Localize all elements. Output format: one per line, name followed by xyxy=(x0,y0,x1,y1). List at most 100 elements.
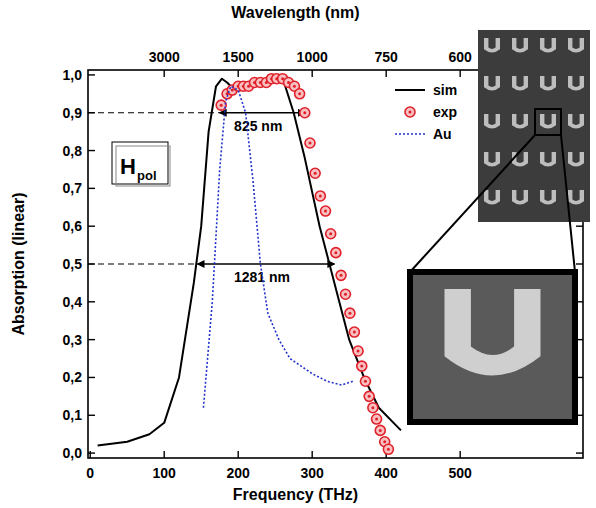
sem-particle xyxy=(540,152,556,166)
point-ring xyxy=(357,361,367,371)
exp-point xyxy=(360,376,370,386)
point-ring xyxy=(300,108,310,118)
y-tick xyxy=(88,188,95,189)
y-tick-label: 0,9 xyxy=(63,105,83,121)
y-tick xyxy=(88,415,95,416)
x-axis-label: Frequency (THz) xyxy=(233,486,358,503)
point-ring xyxy=(375,425,385,435)
point-dot xyxy=(360,365,363,368)
point-dot xyxy=(303,111,306,114)
sem-particle xyxy=(540,190,556,204)
legend-line xyxy=(395,133,425,135)
legend-marker xyxy=(405,107,415,117)
point-dot xyxy=(319,194,322,197)
legend-label: sim xyxy=(433,82,457,98)
exp-point xyxy=(326,229,336,239)
label-box-subscript: pol xyxy=(137,168,157,183)
x-tick xyxy=(459,451,460,458)
x2-tick-label: 1500 xyxy=(223,49,254,65)
sem-particle xyxy=(568,190,584,204)
sem-particle xyxy=(512,152,528,166)
point-dot xyxy=(314,172,317,175)
x2-tick-label: 600 xyxy=(448,49,472,65)
legend-label: exp xyxy=(433,104,457,120)
point-ring xyxy=(321,206,331,216)
exp-point xyxy=(300,108,310,118)
x-tick-label: 300 xyxy=(301,465,325,481)
point-ring xyxy=(315,191,325,201)
point-dot xyxy=(334,251,337,254)
sem-particle xyxy=(484,190,500,204)
point-dot xyxy=(340,274,343,277)
label-box xyxy=(112,142,168,184)
sem-particle xyxy=(568,152,584,166)
exp-point xyxy=(349,327,359,337)
sem-particle xyxy=(484,76,500,90)
x2-tick-label: 1000 xyxy=(297,49,328,65)
y-tick-label: 0,4 xyxy=(63,294,83,310)
y-tick xyxy=(88,301,95,302)
exp-point xyxy=(216,100,226,110)
exp-point xyxy=(357,361,367,371)
sem-zoom-particle xyxy=(445,289,541,375)
y-tick xyxy=(88,339,95,340)
sem-particle xyxy=(568,76,584,90)
y-tick xyxy=(88,452,95,453)
x2-tick-label: 3000 xyxy=(149,49,180,65)
exp-point xyxy=(310,168,320,178)
y-tick-label: 0,3 xyxy=(63,332,83,348)
point-dot xyxy=(368,395,371,398)
exp-point xyxy=(345,308,355,318)
x2-tick xyxy=(385,70,386,77)
x2-tick-label: 750 xyxy=(375,49,399,65)
x-tick-label: 400 xyxy=(375,465,399,481)
point-ring xyxy=(360,376,370,386)
legend-line xyxy=(395,89,425,91)
point-dot xyxy=(344,293,347,296)
y-tick-label: 0,2 xyxy=(63,369,83,385)
y-tick-label: 0,6 xyxy=(63,218,83,234)
exp-point xyxy=(368,403,378,413)
sem-particle xyxy=(484,114,500,128)
point-dot xyxy=(324,210,327,213)
sem-particle xyxy=(484,152,500,166)
exp-point xyxy=(364,391,374,401)
y-tick-right xyxy=(576,225,583,226)
x2-tick xyxy=(459,70,460,77)
x-tick xyxy=(311,451,312,458)
label-box-text: H xyxy=(120,154,136,179)
point-dot xyxy=(329,232,332,235)
legend-label: Au xyxy=(433,126,452,142)
point-dot xyxy=(220,104,223,107)
point-dot xyxy=(364,380,367,383)
exp-point xyxy=(372,414,382,424)
point-dot xyxy=(308,141,311,144)
point-ring xyxy=(216,100,226,110)
point-ring xyxy=(326,229,336,239)
sem-particle xyxy=(484,38,500,52)
point-ring xyxy=(349,327,359,337)
point-ring xyxy=(336,270,346,280)
point-ring xyxy=(310,168,320,178)
exp-point xyxy=(375,425,385,435)
point-ring xyxy=(364,391,374,401)
sem-particle xyxy=(512,76,528,90)
sem-image xyxy=(478,30,590,222)
exp-point xyxy=(353,346,363,356)
sem-particle xyxy=(568,38,584,52)
x-tick-label: 500 xyxy=(448,465,472,481)
data-group xyxy=(98,74,401,455)
y-tick xyxy=(88,74,95,75)
point-dot xyxy=(375,418,378,421)
point-dot xyxy=(371,406,374,409)
y-tick xyxy=(88,225,95,226)
x-tick-label: 0 xyxy=(86,465,94,481)
x2-tick xyxy=(311,70,312,77)
sem-zoom-image xyxy=(410,272,575,422)
sem-particle xyxy=(540,38,556,52)
x-tick xyxy=(164,451,165,458)
point-dot xyxy=(293,85,296,88)
point-dot xyxy=(348,312,351,315)
y-tick-label: 0,1 xyxy=(63,407,83,423)
x-tick xyxy=(238,451,239,458)
